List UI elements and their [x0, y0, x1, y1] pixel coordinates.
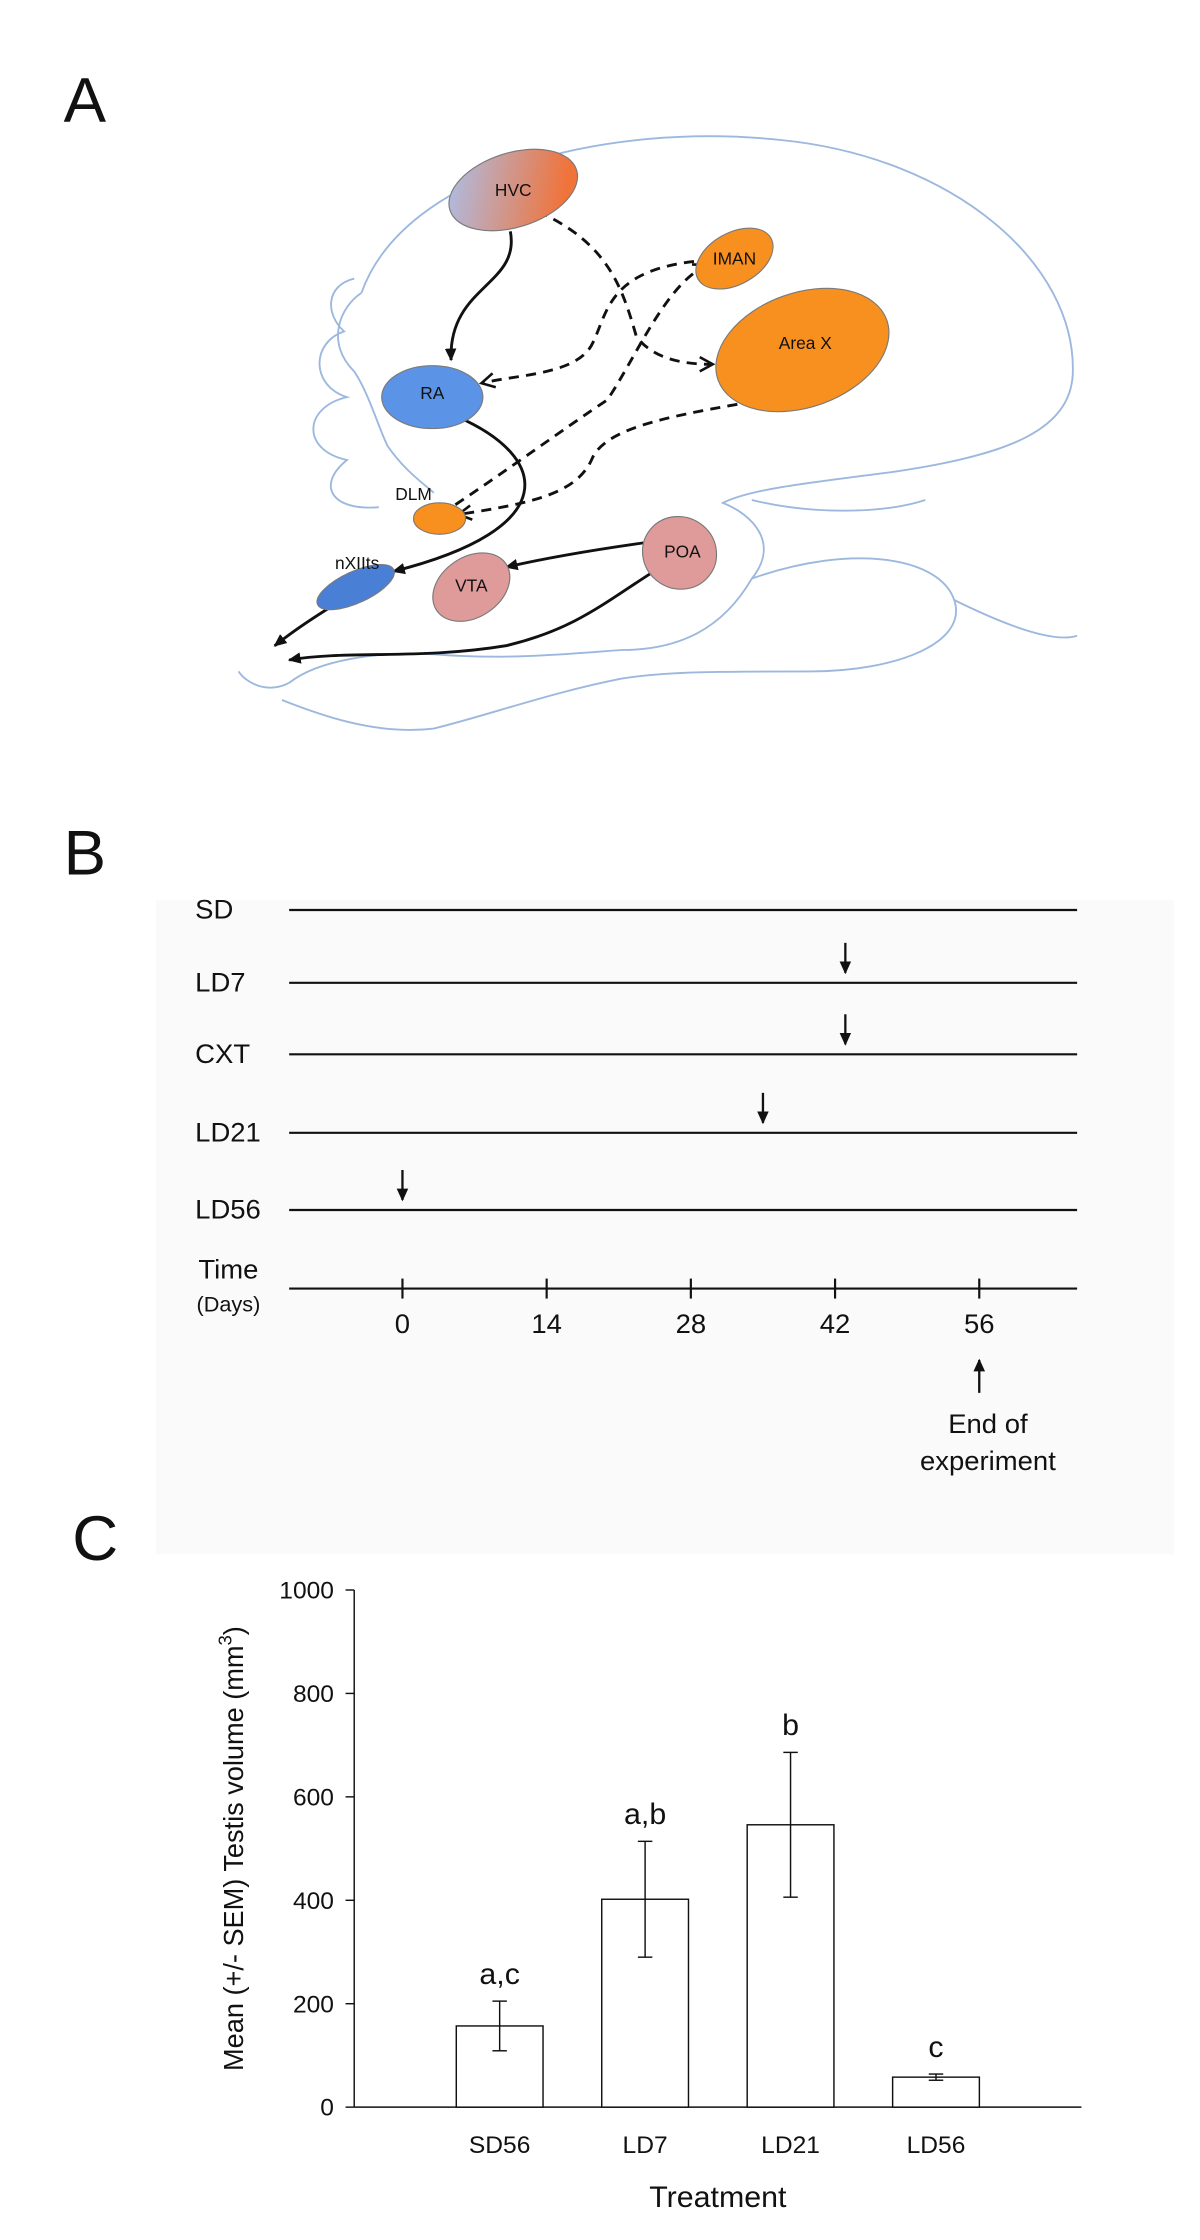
- bar: [891, 2076, 981, 2108]
- node-label: IMAN: [713, 249, 756, 269]
- annotation: a,b: [624, 1798, 666, 1831]
- panel-label: C: [72, 1504, 118, 1574]
- end-label: experiment: [920, 1445, 1056, 1476]
- x-tick-label: LD21: [761, 2132, 820, 2159]
- row-label: LD7: [195, 967, 245, 998]
- y-tick-label: 0: [320, 2095, 334, 2122]
- x-tick-label: LD56: [907, 2132, 966, 2159]
- time-label: Time: [198, 1254, 258, 1285]
- brain-outline: [237, 135, 1078, 731]
- annotation: b: [782, 1709, 799, 1742]
- time-tick-label: 0: [395, 1308, 410, 1339]
- node-label: Area X: [779, 333, 833, 353]
- x-tick-label: SD56: [469, 2132, 530, 2159]
- node-label: VTA: [455, 576, 488, 596]
- time-tick-label: 14: [531, 1308, 562, 1339]
- row-label: CXT: [195, 1038, 250, 1069]
- y-tick-label: 1000: [279, 1578, 334, 1605]
- node-label: HVC: [495, 180, 532, 200]
- brain-nuclei: [316, 148, 890, 622]
- node-label: RA: [420, 383, 445, 403]
- node-label: DLM: [395, 484, 432, 504]
- y-tick-label: 200: [293, 1991, 334, 2018]
- y-label-text: ): [218, 1626, 249, 1635]
- annotation: c: [928, 2031, 943, 2064]
- panel-b-background: [156, 900, 1174, 1555]
- y-label-text: Mean (+/- SEM) Testis volume (mm: [218, 1646, 249, 2071]
- x-axis-label: Treatment: [649, 2181, 787, 2214]
- brain-pathways: [273, 210, 738, 664]
- y-label-superscript: 3: [214, 1635, 235, 1645]
- panel-label: A: [64, 66, 107, 136]
- end-label: End of: [948, 1408, 1028, 1439]
- row-label: SD: [195, 894, 233, 925]
- y-tick-label: 600: [293, 1785, 334, 1812]
- row-label: LD56: [195, 1194, 261, 1225]
- y-axis-label: Mean (+/- SEM) Testis volume (mm3): [214, 1626, 249, 2071]
- y-tick-label: 800: [293, 1681, 334, 1708]
- node-label: nXIIts: [335, 553, 379, 573]
- time-tick-label: 28: [676, 1308, 707, 1339]
- time-unit: (Days): [197, 1292, 261, 1317]
- node-label: POA: [664, 541, 701, 561]
- row-label: LD21: [195, 1117, 261, 1148]
- x-tick-label: LD7: [623, 2132, 668, 2159]
- y-tick-label: 400: [293, 1888, 334, 1915]
- panel-label: B: [64, 819, 106, 889]
- time-tick-label: 42: [820, 1308, 851, 1339]
- time-tick-label: 56: [964, 1308, 995, 1339]
- annotation: a,c: [479, 1958, 519, 1991]
